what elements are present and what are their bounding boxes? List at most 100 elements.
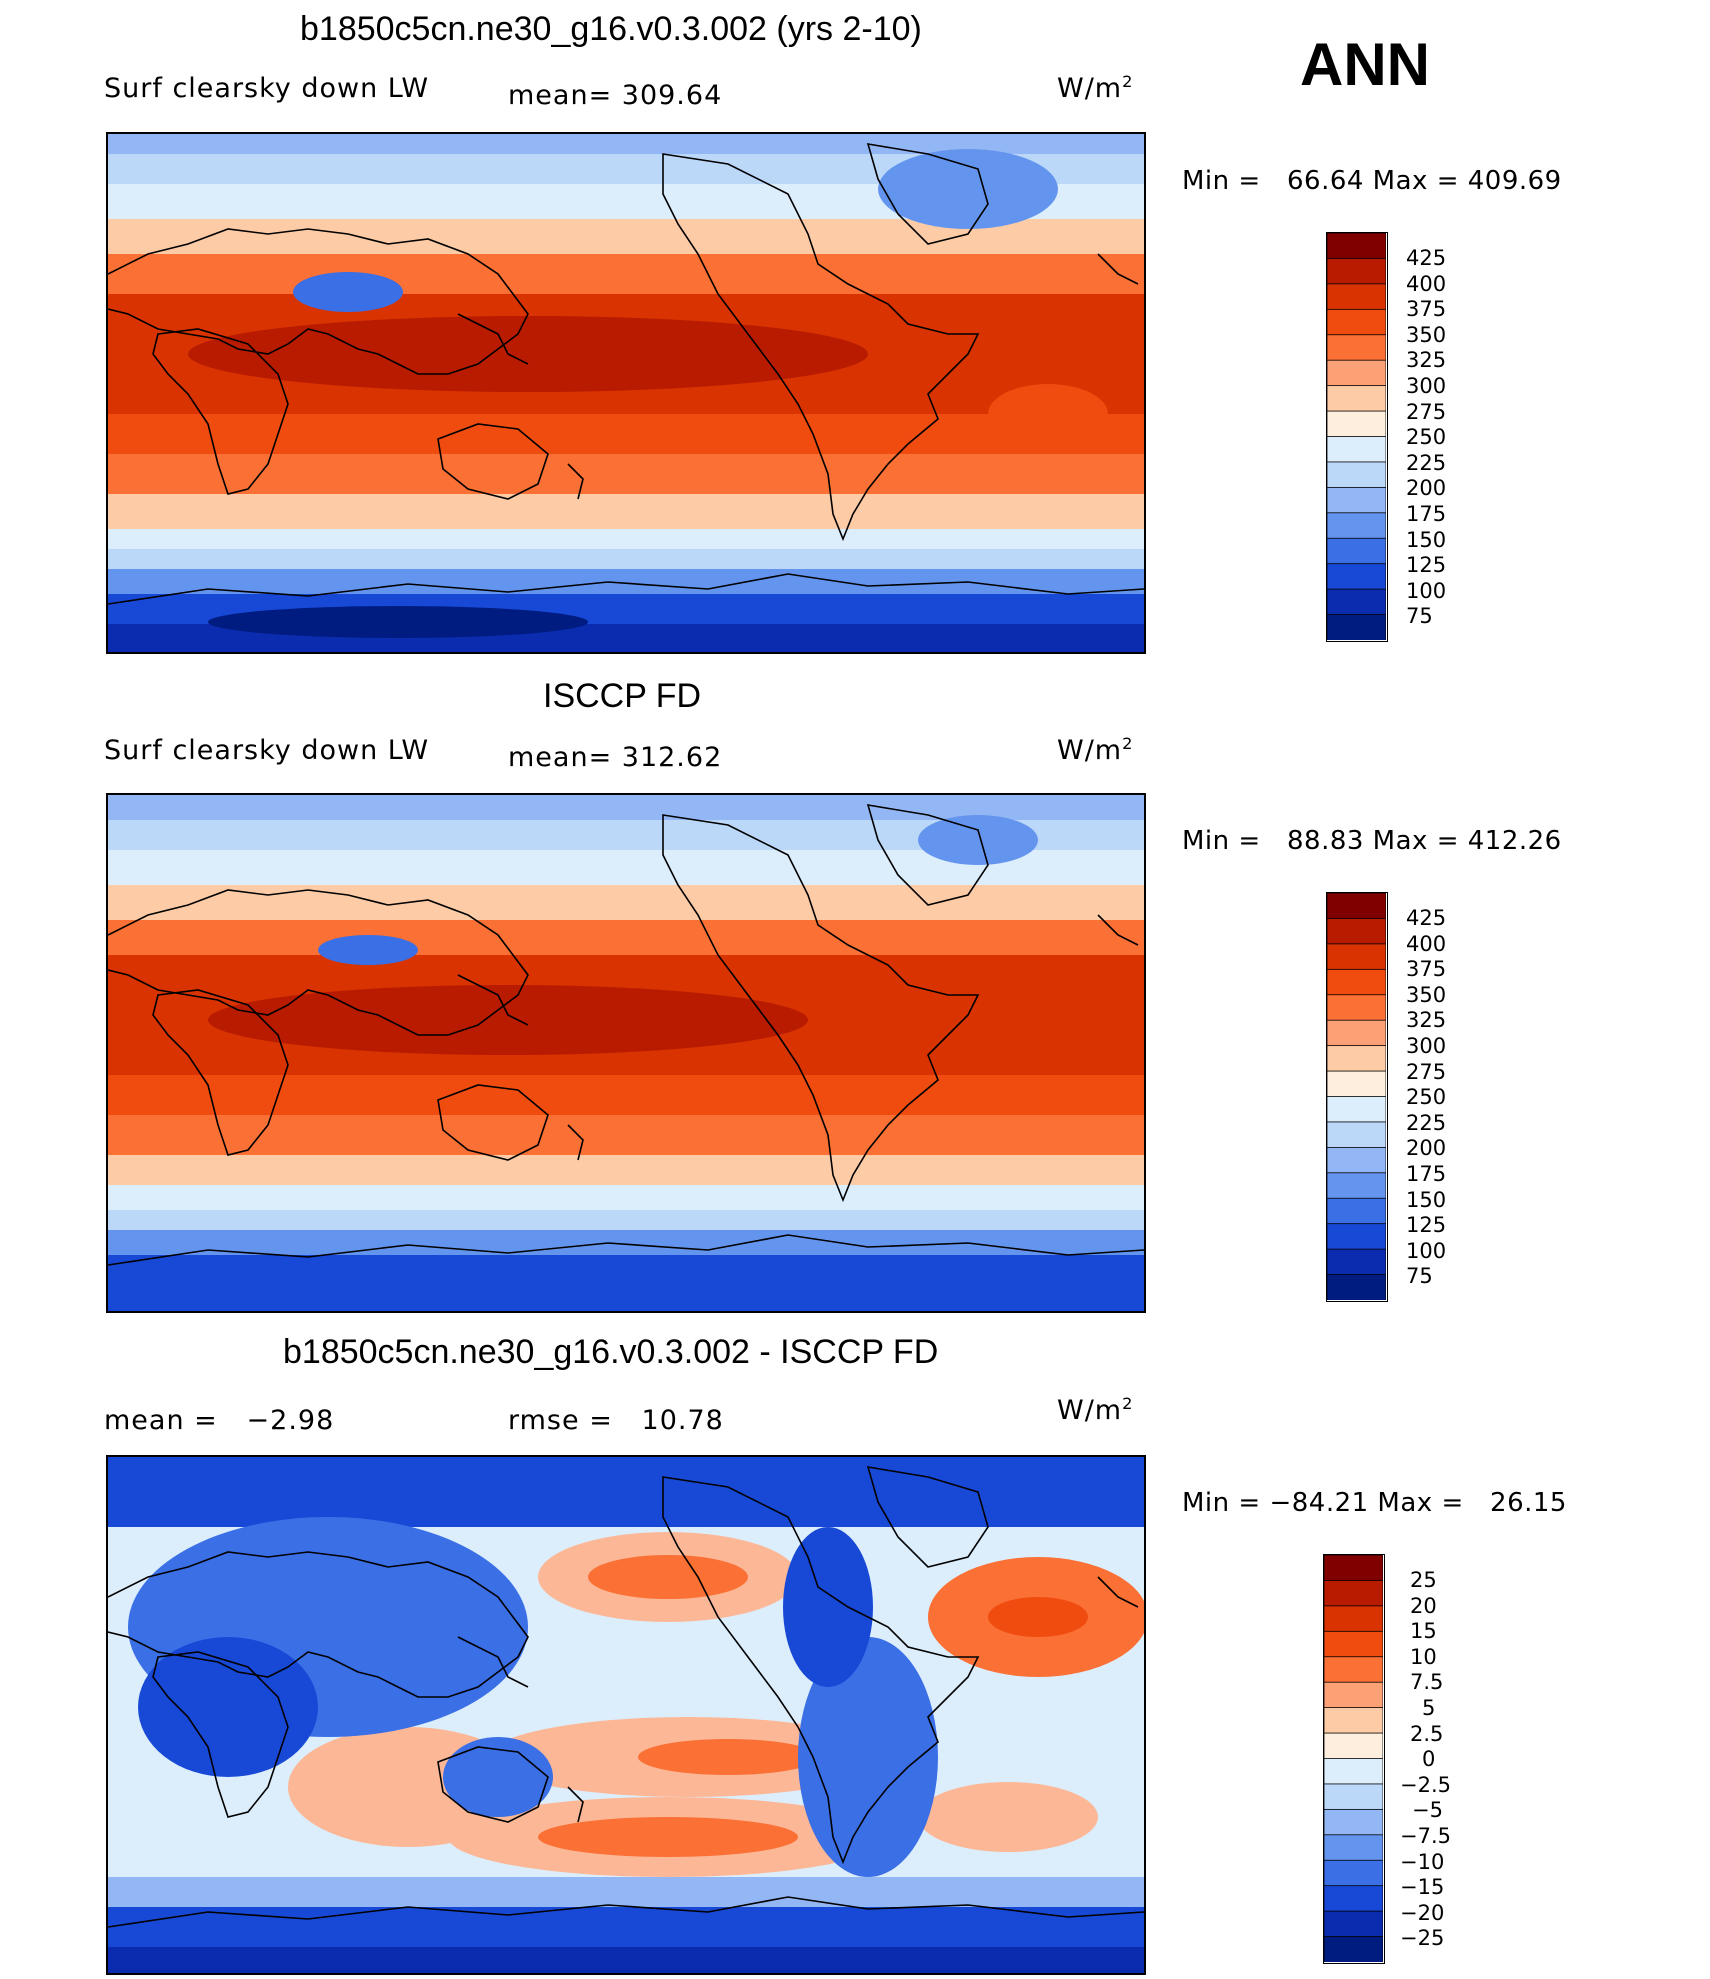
- panel2-title: ISCCP FD: [543, 677, 702, 715]
- colorbar-tick: 275: [1406, 399, 1447, 424]
- colorbar-swatch: [1326, 1223, 1387, 1251]
- colorbar-tick: 100: [1406, 1238, 1447, 1263]
- panel3-mean-label: mean = −2.98: [104, 1405, 335, 1436]
- colorbar-tick: 250: [1406, 425, 1447, 450]
- colorbar-swatch: [1326, 1045, 1387, 1072]
- colorbar-tick: 2.5: [1410, 1721, 1444, 1746]
- colorbar-swatch: [1326, 1121, 1387, 1149]
- colorbar-swatch: [1326, 1172, 1387, 1200]
- colorbar-tick: 0: [1422, 1747, 1436, 1772]
- panel3-map-svg: [108, 1457, 1144, 1973]
- colorbar-swatch: [1326, 334, 1387, 362]
- colorbar-swatch: [1326, 486, 1387, 514]
- colorbar-swatch: [1326, 918, 1387, 945]
- colorbar-tick: 425: [1406, 906, 1447, 930]
- colorbar-swatch: [1326, 563, 1387, 591]
- colorbar-swatch: [1323, 1554, 1384, 1582]
- colorbar-swatch: [1326, 232, 1387, 260]
- colorbar-tick: 75: [1406, 604, 1433, 629]
- colorbar-tick: 125: [1406, 1213, 1447, 1238]
- panel1-title: b1850c5cn.ne30_g16.v0.3.002 (yrs 2-10): [300, 10, 922, 48]
- colorbar-swatch: [1323, 1707, 1384, 1734]
- colorbar-swatch: [1323, 1605, 1384, 1633]
- colorbar-swatch: [1326, 308, 1387, 336]
- colorbar-tick: 75: [1406, 1264, 1433, 1289]
- colorbar-swatch: [1323, 1681, 1384, 1709]
- panel3-minmax-label: Min = −84.21 Max = 26.15: [1182, 1488, 1567, 1518]
- panel2-variable-label: Surf clearsky down LW: [104, 735, 430, 766]
- colorbar-tick: 300: [1406, 374, 1447, 398]
- panel1-model-map: [106, 132, 1146, 654]
- panel1-variable-label: Surf clearsky down LW: [104, 73, 430, 104]
- colorbar-swatch: [1326, 892, 1387, 920]
- colorbar-tick: 350: [1406, 322, 1447, 347]
- panel1-colorbar: [1326, 232, 1388, 642]
- panel1-colorbar-svg: [1326, 232, 1387, 641]
- colorbar-tick: 325: [1406, 348, 1447, 373]
- colorbar-swatch: [1326, 1248, 1387, 1276]
- colorbar-tick: 25: [1410, 1568, 1437, 1592]
- colorbar-tick: −25: [1400, 1926, 1445, 1951]
- colorbar-tick: 175: [1406, 1162, 1447, 1186]
- colorbar-tick: 225: [1406, 450, 1447, 475]
- colorbar-swatch: [1326, 385, 1387, 412]
- colorbar-tick: 7.5: [1410, 1670, 1444, 1695]
- colorbar-tick: 20: [1410, 1593, 1437, 1618]
- colorbar-swatch: [1326, 461, 1387, 489]
- colorbar-swatch: [1326, 258, 1387, 285]
- colorbar-swatch: [1326, 943, 1387, 971]
- colorbar-tick: −15: [1400, 1875, 1445, 1900]
- colorbar-tick: 425: [1406, 246, 1447, 270]
- panel3-colorbar-svg: [1323, 1554, 1384, 1963]
- panel3-units-label: W/m2: [1057, 1394, 1134, 1426]
- panel3-title: b1850c5cn.ne30_g16.v0.3.002 - ISCCP FD: [283, 1333, 939, 1371]
- colorbar-swatch: [1326, 1146, 1387, 1174]
- colorbar-tick: −7.5: [1400, 1824, 1451, 1848]
- colorbar-swatch: [1326, 994, 1387, 1022]
- colorbar-swatch: [1323, 1910, 1384, 1938]
- colorbar-swatch: [1326, 512, 1387, 540]
- colorbar-swatch: [1323, 1885, 1384, 1913]
- colorbar-swatch: [1326, 359, 1387, 387]
- colorbar-swatch: [1323, 1859, 1384, 1887]
- colorbar-tick: 400: [1406, 271, 1447, 296]
- colorbar-tick: −10: [1400, 1849, 1445, 1874]
- panel1-map-svg: [108, 134, 1144, 652]
- colorbar-swatch: [1326, 537, 1387, 565]
- colorbar-swatch: [1326, 1197, 1387, 1225]
- colorbar-swatch: [1323, 1656, 1384, 1684]
- colorbar-tick: 200: [1406, 476, 1447, 501]
- colorbar-tick: 125: [1406, 553, 1447, 578]
- colorbar-tick: 250: [1406, 1085, 1447, 1110]
- colorbar-swatch: [1326, 614, 1387, 641]
- colorbar-tick: 150: [1406, 527, 1447, 552]
- colorbar-swatch: [1326, 1070, 1387, 1098]
- colorbar-swatch: [1323, 1783, 1384, 1811]
- panel3-rmse-label: rmse = 10.78: [508, 1405, 724, 1436]
- panel2-colorbar: [1326, 892, 1388, 1302]
- colorbar-swatch: [1326, 588, 1387, 616]
- colorbar-tick: 5: [1422, 1696, 1436, 1720]
- colorbar-tick: 150: [1406, 1187, 1447, 1212]
- colorbar-swatch: [1323, 1808, 1384, 1836]
- colorbar-swatch: [1326, 283, 1387, 311]
- colorbar-tick: 15: [1410, 1619, 1437, 1644]
- colorbar-swatch: [1326, 436, 1387, 463]
- panel3-difference-map: [106, 1455, 1146, 1975]
- panel2-minmax-label: Min = 88.83 Max = 412.26: [1182, 826, 1562, 856]
- colorbar-swatch: [1323, 1834, 1384, 1862]
- colorbar-tick: 275: [1406, 1059, 1447, 1084]
- colorbar-swatch: [1323, 1580, 1384, 1607]
- panel2-map-svg: [108, 795, 1144, 1311]
- colorbar-tick: −2.5: [1400, 1772, 1451, 1797]
- colorbar-swatch: [1326, 1274, 1387, 1301]
- colorbar-swatch: [1323, 1732, 1384, 1760]
- panel2-observed-map: [106, 793, 1146, 1313]
- colorbar-tick: 175: [1406, 502, 1447, 526]
- colorbar-swatch: [1323, 1936, 1384, 1963]
- colorbar-tick: 350: [1406, 982, 1447, 1007]
- colorbar-tick: 400: [1406, 931, 1447, 956]
- panel1-mean-label: mean= 309.64: [508, 80, 723, 111]
- colorbar-tick: 300: [1406, 1034, 1447, 1058]
- colorbar-swatch: [1326, 410, 1387, 438]
